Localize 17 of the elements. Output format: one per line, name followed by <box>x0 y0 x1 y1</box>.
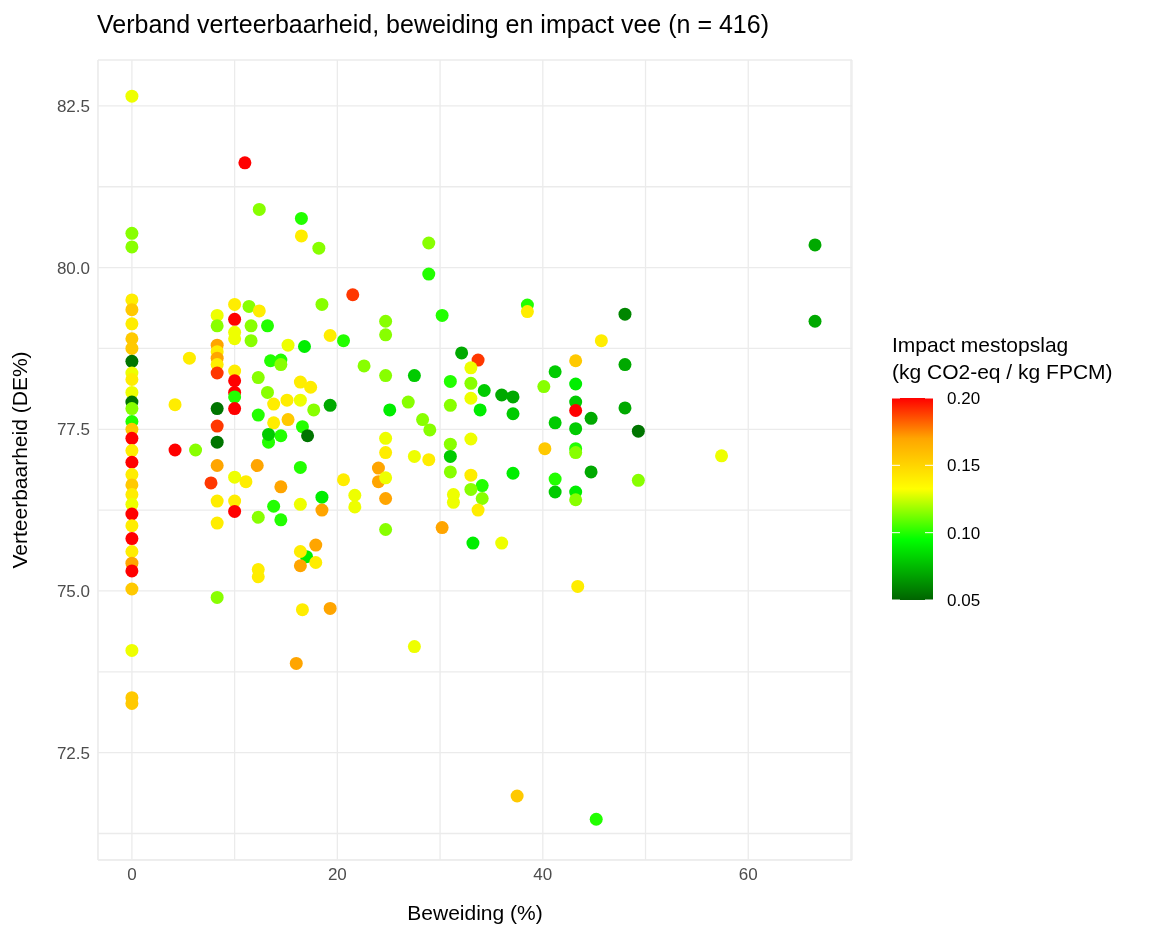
color-bar-label: 0.15 <box>947 456 981 476</box>
x-axis-title: Beweiding (%) <box>407 901 543 924</box>
y-axis-title: Verteerbaarheid (DE%) <box>8 351 32 569</box>
color-bar-label: 0.10 <box>947 523 981 543</box>
x-tick-label: 20 <box>327 865 347 885</box>
y-tick-label: 80.0 <box>56 258 90 278</box>
y-tick-label: 72.5 <box>56 743 90 763</box>
x-tick-label: 60 <box>738 865 758 885</box>
x-tick-label: 40 <box>533 865 553 885</box>
y-tick-label: 77.5 <box>56 420 90 440</box>
color-bar-label: 0.05 <box>947 590 981 610</box>
color-bar-label: 0.20 <box>947 388 981 408</box>
chart-title: Verband verteerbaarheid, beweiding en impact vee (n = 416) <box>97 10 769 39</box>
y-tick-label: 75.0 <box>56 582 90 601</box>
color-bar-title: Impact mestopslag (kg CO2-eq / kg FPCM) <box>892 333 1113 383</box>
x-tick-label: 0 <box>127 865 137 885</box>
y-tick-label: 82.5 <box>56 96 90 116</box>
